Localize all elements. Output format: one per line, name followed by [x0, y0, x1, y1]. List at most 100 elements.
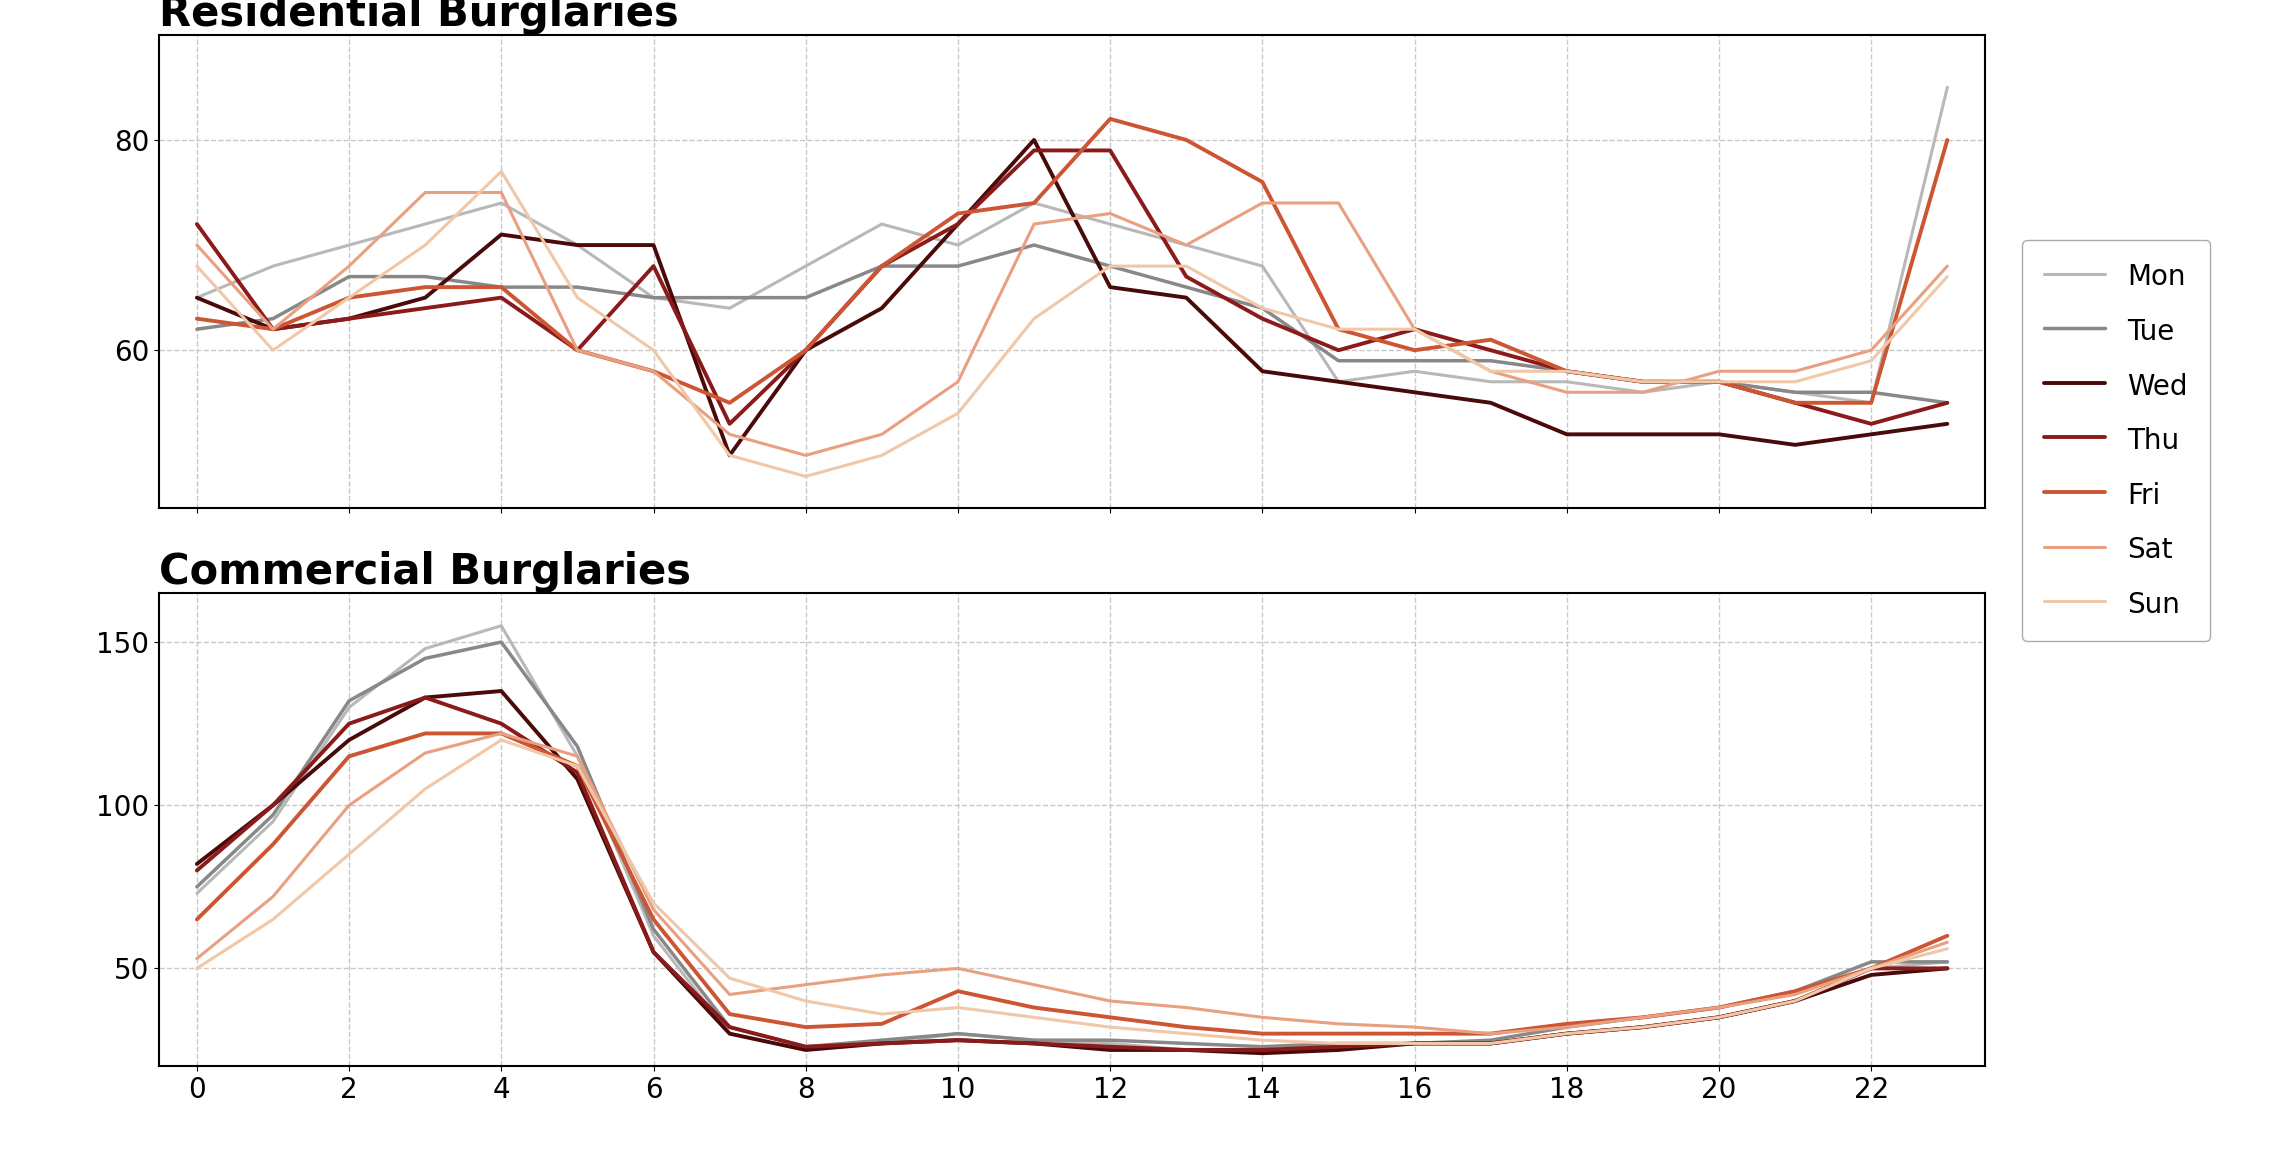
Legend: Mon, Tue, Wed, Thu, Fri, Sat, Sun: Mon, Tue, Wed, Thu, Fri, Sat, Sun — [2022, 240, 2210, 641]
Thu — [944, 1033, 971, 1047]
Sun — [1629, 1020, 1656, 1034]
Mon — [1173, 238, 1200, 252]
Tue — [640, 923, 667, 936]
Tue — [717, 291, 744, 305]
Fri — [1706, 374, 1734, 388]
Sat — [336, 260, 363, 274]
Sun — [259, 343, 286, 357]
Fri — [259, 838, 286, 852]
Line: Wed: Wed — [197, 691, 1947, 1054]
Sun — [336, 291, 363, 305]
Mon — [563, 238, 590, 252]
Sat — [184, 238, 211, 252]
Thu — [1173, 1043, 1200, 1057]
Sat — [1477, 364, 1504, 378]
Fri — [184, 912, 211, 926]
Sat — [1325, 1016, 1352, 1030]
Fri — [336, 291, 363, 305]
Sat — [1554, 1020, 1581, 1034]
Wed — [869, 301, 896, 315]
Thu — [184, 217, 211, 231]
Wed — [336, 312, 363, 326]
Sat — [488, 727, 515, 741]
Thu — [1933, 396, 1960, 410]
Thu — [563, 766, 590, 780]
Mon — [717, 1027, 744, 1041]
Sat — [1096, 994, 1123, 1008]
Sat — [1781, 364, 1808, 378]
Sat — [1173, 1000, 1200, 1014]
Sun — [944, 1000, 971, 1014]
Mon — [1477, 1036, 1504, 1050]
Tue — [563, 280, 590, 294]
Thu — [1554, 1027, 1581, 1041]
Wed — [1629, 428, 1656, 442]
Tue — [1400, 1036, 1427, 1050]
Sun — [563, 291, 590, 305]
Sun — [792, 469, 819, 483]
Mon — [1477, 374, 1504, 388]
Wed — [1781, 438, 1808, 452]
Sun — [717, 449, 744, 462]
Thu — [1781, 396, 1808, 410]
Line: Tue: Tue — [197, 245, 1947, 403]
Tue — [1096, 1033, 1123, 1047]
Line: Fri: Fri — [197, 734, 1947, 1034]
Mon — [1781, 994, 1808, 1008]
Wed — [869, 1036, 896, 1050]
Sun — [1477, 364, 1504, 378]
Mon — [184, 887, 211, 901]
Fri — [1400, 1027, 1427, 1041]
Fri — [1096, 1011, 1123, 1025]
Tue — [488, 280, 515, 294]
Tue — [184, 880, 211, 894]
Thu — [1706, 1011, 1734, 1025]
Wed — [1781, 994, 1808, 1008]
Sat — [1096, 206, 1123, 220]
Sat — [1554, 385, 1581, 399]
Tue — [1781, 385, 1808, 399]
Mon — [259, 260, 286, 274]
Fri — [1554, 364, 1581, 378]
Sun — [1096, 260, 1123, 274]
Wed — [944, 217, 971, 231]
Wed — [563, 238, 590, 252]
Tue — [1248, 1040, 1275, 1054]
Sun — [869, 449, 896, 462]
Thu — [1477, 1036, 1504, 1050]
Thu — [869, 260, 896, 274]
Line: Fri: Fri — [197, 119, 1947, 403]
Tue — [1933, 955, 1960, 969]
Tue — [336, 694, 363, 708]
Thu — [411, 691, 438, 705]
Sat — [1325, 196, 1352, 210]
Line: Sat: Sat — [197, 734, 1947, 1034]
Tue — [1933, 396, 1960, 410]
Sat — [944, 962, 971, 976]
Sun — [184, 962, 211, 976]
Fri — [1021, 196, 1048, 210]
Fri — [1173, 1020, 1200, 1034]
Wed — [184, 857, 211, 870]
Sat — [1248, 196, 1275, 210]
Wed — [640, 945, 667, 958]
Mon — [1554, 1027, 1581, 1041]
Sun — [411, 238, 438, 252]
Line: Wed: Wed — [197, 140, 1947, 455]
Sat — [259, 322, 286, 336]
Tue — [792, 291, 819, 305]
Thu — [1096, 1040, 1123, 1054]
Thu — [717, 417, 744, 431]
Mon — [944, 238, 971, 252]
Tue — [336, 270, 363, 284]
Mon — [640, 928, 667, 942]
Tue — [184, 322, 211, 336]
Fri — [1781, 396, 1808, 410]
Tue — [1858, 385, 1886, 399]
Fri — [259, 322, 286, 336]
Mon — [1173, 1043, 1200, 1057]
Mon — [717, 301, 744, 315]
Sun — [1173, 260, 1200, 274]
Fri — [944, 206, 971, 220]
Mon — [411, 642, 438, 656]
